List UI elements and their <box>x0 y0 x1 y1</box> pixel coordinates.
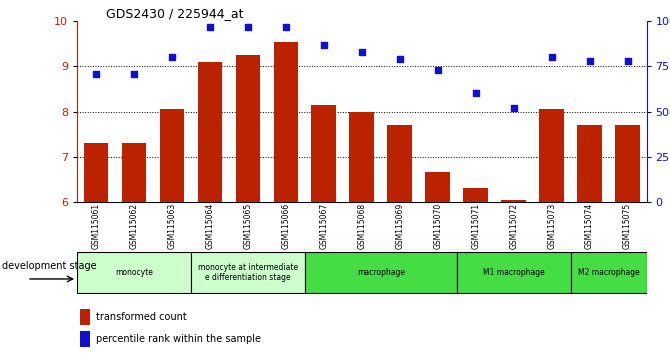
Bar <box>578 125 602 202</box>
Point <box>546 55 557 60</box>
Text: GDS2430 / 225944_at: GDS2430 / 225944_at <box>106 7 243 20</box>
Bar <box>571 252 647 293</box>
Text: M2 macrophage: M2 macrophage <box>578 268 639 277</box>
Text: GSM115065: GSM115065 <box>243 202 253 249</box>
Bar <box>159 109 184 202</box>
Point <box>167 55 178 60</box>
Point <box>395 56 405 62</box>
Text: GSM115070: GSM115070 <box>433 202 442 249</box>
Point <box>281 24 291 29</box>
Point <box>129 71 139 76</box>
Bar <box>387 125 412 202</box>
Text: GSM115061: GSM115061 <box>92 202 100 249</box>
Text: monocyte at intermediate
e differentiation stage: monocyte at intermediate e differentiati… <box>198 263 298 282</box>
Point <box>243 24 253 29</box>
Text: GSM115062: GSM115062 <box>129 202 139 249</box>
Bar <box>312 105 336 202</box>
Point <box>356 49 367 55</box>
Text: GSM115072: GSM115072 <box>509 202 518 249</box>
Point <box>204 24 215 29</box>
Text: GSM115069: GSM115069 <box>395 202 404 249</box>
Bar <box>501 200 526 202</box>
Bar <box>457 252 571 293</box>
Point <box>432 67 443 73</box>
Bar <box>84 143 109 202</box>
Bar <box>80 331 90 347</box>
Point <box>509 105 519 111</box>
Bar <box>425 172 450 202</box>
Text: GSM115071: GSM115071 <box>471 202 480 249</box>
Text: percentile rank within the sample: percentile rank within the sample <box>96 334 261 344</box>
Bar <box>122 143 146 202</box>
Bar <box>305 252 457 293</box>
Text: GSM115074: GSM115074 <box>585 202 594 249</box>
Point <box>584 58 595 64</box>
Bar <box>236 55 260 202</box>
Bar <box>77 252 191 293</box>
Text: GSM115075: GSM115075 <box>623 202 632 249</box>
Bar <box>615 125 640 202</box>
Bar <box>273 41 298 202</box>
Text: GSM115073: GSM115073 <box>547 202 556 249</box>
Point <box>470 91 481 96</box>
Point <box>622 58 633 64</box>
Point <box>90 71 101 76</box>
Point <box>318 42 329 47</box>
Bar <box>198 62 222 202</box>
Text: GSM115063: GSM115063 <box>168 202 176 249</box>
Text: GSM115068: GSM115068 <box>357 202 366 249</box>
Text: development stage: development stage <box>1 261 96 271</box>
Bar <box>464 188 488 202</box>
Bar <box>191 252 305 293</box>
Text: M1 macrophage: M1 macrophage <box>483 268 545 277</box>
Text: macrophage: macrophage <box>357 268 405 277</box>
Bar <box>80 309 90 325</box>
Text: monocyte: monocyte <box>115 268 153 277</box>
Text: GSM115064: GSM115064 <box>206 202 214 249</box>
Text: transformed count: transformed count <box>96 312 186 322</box>
Text: GSM115066: GSM115066 <box>281 202 290 249</box>
Text: GSM115067: GSM115067 <box>320 202 328 249</box>
Bar <box>350 112 374 202</box>
Bar <box>539 109 564 202</box>
